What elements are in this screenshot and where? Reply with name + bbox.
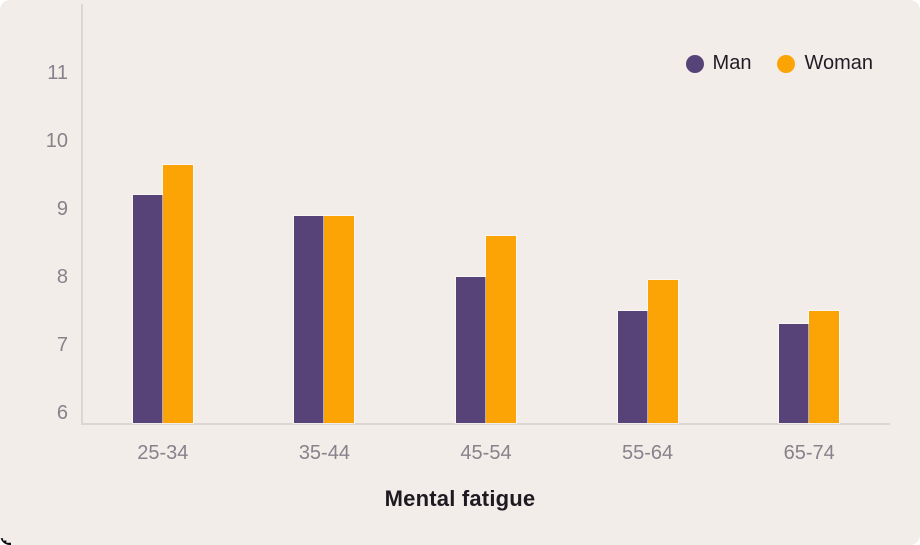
y-axis-line (81, 4, 83, 425)
x-axis-line (81, 423, 890, 425)
legend-label: Woman (804, 52, 873, 74)
legend-item-woman[interactable]: Woman (777, 52, 873, 75)
legend: Man Woman (685, 52, 873, 75)
x-category-label-65-74: 65-74 (783, 442, 835, 464)
x-axis-title: Mental fatigue (384, 486, 536, 511)
bar-man-35-44 (294, 215, 325, 423)
legend-item-man[interactable]: Man (685, 52, 752, 75)
y-tick-label-8: 8 (56, 265, 68, 288)
bar-woman-55-64 (647, 280, 678, 423)
bar-man-55-64 (617, 310, 648, 423)
cursor-artifact (0, 538, 11, 545)
legend-dot-man (685, 54, 704, 73)
y-tick-label-9: 9 (56, 197, 68, 220)
legend-dot-woman (777, 54, 796, 73)
y-tick-label-10: 10 (45, 129, 68, 152)
bar-man-65-74 (779, 324, 810, 423)
bar-man-45-54 (456, 276, 486, 423)
bar-man-25-34 (132, 195, 163, 423)
x-category-label-45-54: 45-54 (460, 442, 512, 464)
x-category-label-35-44: 35-44 (298, 442, 350, 464)
y-tick-label-6: 6 (56, 401, 68, 424)
y-tick-label-11: 11 (47, 61, 68, 84)
x-category-label-25-34: 25-34 (137, 442, 189, 464)
bar-woman-25-34 (162, 164, 193, 423)
bar-woman-35-44 (324, 215, 355, 423)
y-tick-label-7: 7 (56, 333, 68, 356)
legend-label: Man (712, 52, 752, 74)
x-category-label-55-64: 55-64 (622, 442, 674, 464)
bar-woman-45-54 (486, 236, 516, 423)
bar-woman-65-74 (809, 310, 840, 423)
